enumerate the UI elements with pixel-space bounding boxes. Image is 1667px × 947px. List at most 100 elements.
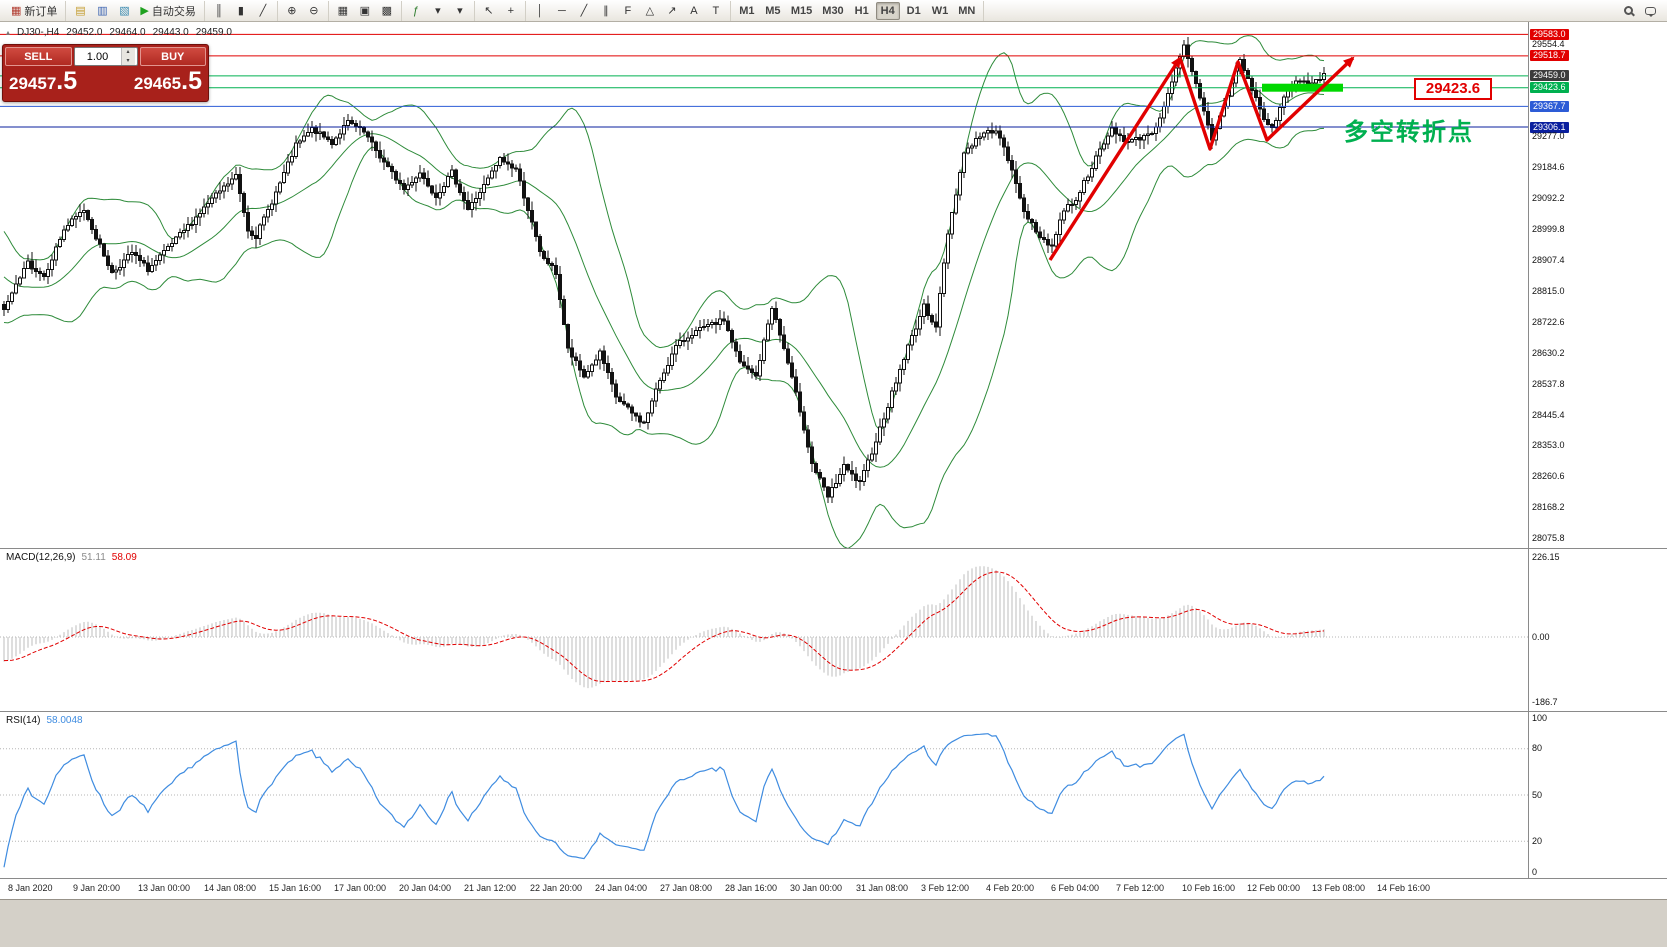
volume-decrease-button[interactable]: ▾ [121, 56, 135, 65]
crosshair-button[interactable]: + [501, 2, 521, 20]
macd-canvas[interactable] [0, 549, 1528, 711]
bar-chart-button[interactable]: ║ [209, 2, 229, 20]
tile-windows-icon: ▦ [337, 4, 349, 17]
candlestick-icon: ▮ [237, 4, 244, 17]
zoom-in-button[interactable]: ⊕ [282, 2, 302, 20]
rsi-axis-100: 100 [1532, 712, 1548, 723]
time-label: 13 Feb 08:00 [1312, 883, 1366, 893]
time-label: 3 Feb 12:00 [921, 883, 970, 893]
terminal-icon: ▧ [119, 4, 130, 17]
equidistant-channel-button[interactable]: ∥ [596, 2, 616, 20]
search-icon [1623, 6, 1633, 15]
timeframe-m1-button[interactable]: M1 [735, 2, 759, 20]
rsi-axis-80: 80 [1532, 743, 1543, 754]
crosshair-icon: + [507, 4, 515, 17]
timeframe-w1-button[interactable]: W1 [928, 2, 953, 20]
rsi-axis[interactable]: 100 80 50 20 0 [1528, 712, 1666, 878]
rsi-indicator-panel: 100 80 50 20 0 RSI(14) 58.0048 [0, 712, 1667, 879]
text-button[interactable]: A [684, 2, 704, 20]
trend-arrow-2 [1178, 56, 1355, 151]
search-button[interactable] [1618, 2, 1638, 20]
price-tick-28907.4: 28907.4 [1532, 254, 1565, 265]
horizontal-line-button[interactable]: ─ [552, 2, 572, 20]
toolbar-group-window-arrange: ▦ ▣ ▩ [329, 0, 402, 21]
timeframe-m5-button[interactable]: M5 [761, 2, 785, 20]
price-level-label-29423.6: 29423.6 [1530, 82, 1569, 94]
price-axis[interactable]: 29583.0 29554.4 29518.7 29459.0 29423.6 29367… [1528, 22, 1666, 548]
rsi-axis-20: 20 [1532, 835, 1543, 846]
navigator-button[interactable]: ▥ [92, 2, 112, 20]
navigator-icon: ▥ [97, 4, 108, 17]
market-watch-button[interactable]: ▤ [70, 2, 90, 20]
toolbar-group-order: ▦ 新订单 [3, 0, 67, 21]
volume-field: ▴ ▾ [73, 47, 138, 66]
sell-price-display[interactable]: 29457.5 [9, 66, 77, 99]
indicators-button[interactable]: ƒ [406, 2, 426, 20]
fibonacci-icon: F [624, 4, 632, 17]
volume-increase-button[interactable]: ▴ [121, 48, 135, 57]
buy-price-display[interactable]: 29465.5 [134, 66, 202, 99]
sell-button[interactable]: SELL [5, 47, 72, 66]
terminal-button[interactable]: ▧ [114, 2, 134, 20]
toolbar-group-help [1614, 1, 1664, 21]
macd-title: MACD(12,26,9) [6, 552, 76, 563]
templates-dropdown-button[interactable]: ▾ [450, 2, 470, 20]
macd-signal-line [3, 571, 1325, 683]
timeframe-m30-button[interactable]: M30 [818, 2, 847, 20]
time-label: 15 Jan 16:00 [269, 883, 322, 893]
cascade-windows-button[interactable]: ▣ [355, 2, 375, 20]
zoom-out-button[interactable]: ⊖ [304, 2, 324, 20]
time-label: 30 Jan 00:00 [790, 883, 843, 893]
new-order-icon: ▦ [11, 4, 22, 17]
vertical-line-icon: │ [536, 4, 544, 17]
line-chart-button[interactable]: ╱ [253, 2, 273, 20]
toolbar-group-chart-tools: ƒ ▾ ▾ [402, 0, 475, 21]
time-axis[interactable]: 8 Jan 2020 9 Jan 20:00 13 Jan 00:00 14 Jan … [0, 879, 1667, 899]
trendline-button[interactable]: ╱ [574, 2, 594, 20]
macd-axis[interactable]: 226.15 0.00 -186.7 [1528, 549, 1666, 711]
periods-dropdown-button[interactable]: ▾ [428, 2, 448, 20]
price-chart-canvas[interactable] [0, 22, 1528, 548]
toolbar-group-cursor: ↖ + [475, 0, 526, 21]
text-label-button[interactable]: T [706, 2, 726, 20]
price-callout-label[interactable]: 29423.6 [1414, 78, 1492, 100]
cursor-button[interactable]: ↖ [479, 2, 499, 20]
arrows-button[interactable]: ↗ [662, 2, 682, 20]
timeframe-mn-button[interactable]: MN [954, 2, 979, 20]
community-button[interactable] [1640, 2, 1660, 20]
toolbar-group-chart-type: ║ ▮ ╱ [205, 0, 278, 21]
market-watch-icon: ▤ [75, 4, 86, 17]
price-level-label-29459.0: 29459.0 [1530, 70, 1569, 82]
toolbar-group-workspace: ▤ ▥ ▧ ▶ 自动交易 [66, 0, 205, 21]
timeframe-m15-button[interactable]: M15 [787, 2, 816, 20]
price-level-label-29367.7: 29367.7 [1530, 100, 1569, 112]
vertical-line-button[interactable]: │ [530, 2, 550, 20]
symbol-marker-icon: ▴ [6, 28, 11, 37]
arrange-icons-button[interactable]: ▩ [377, 2, 397, 20]
rsi-canvas[interactable] [0, 712, 1528, 878]
time-label: 9 Jan 20:00 [73, 883, 121, 893]
volume-input[interactable] [74, 48, 121, 65]
buy-price-fraction: .5 [181, 67, 202, 95]
time-label: 28 Jan 16:00 [725, 883, 778, 893]
tile-windows-button[interactable]: ▦ [333, 2, 353, 20]
timeframe-h4-button[interactable]: H4 [875, 1, 900, 20]
shapes-button[interactable]: △ [640, 2, 660, 20]
shapes-icon: △ [645, 4, 655, 17]
autotrading-button[interactable]: ▶ 自动交易 [136, 2, 199, 20]
candlestick-chart-button[interactable]: ▮ [231, 2, 251, 20]
timeframe-h1-button[interactable]: H1 [850, 2, 874, 20]
price-tick-28999.8: 28999.8 [1532, 224, 1565, 234]
new-order-button[interactable]: ▦ 新订单 [7, 2, 61, 20]
time-label: 24 Jan 04:00 [595, 883, 648, 893]
buy-button[interactable]: BUY [139, 47, 206, 66]
sell-price-fraction: .5 [56, 67, 78, 95]
time-label: 17 Jan 00:00 [334, 883, 387, 893]
ohlc-open: 29452.0 [66, 27, 103, 38]
timeframe-d1-button[interactable]: D1 [902, 2, 926, 20]
cascade-windows-icon: ▣ [359, 4, 371, 17]
arrow-object-icon: ↗ [667, 4, 677, 17]
cursor-arrow-icon: ↖ [484, 4, 494, 17]
fibonacci-button[interactable]: F [618, 2, 638, 20]
turning-point-annotation[interactable]: 多空转折点 [1344, 119, 1474, 146]
